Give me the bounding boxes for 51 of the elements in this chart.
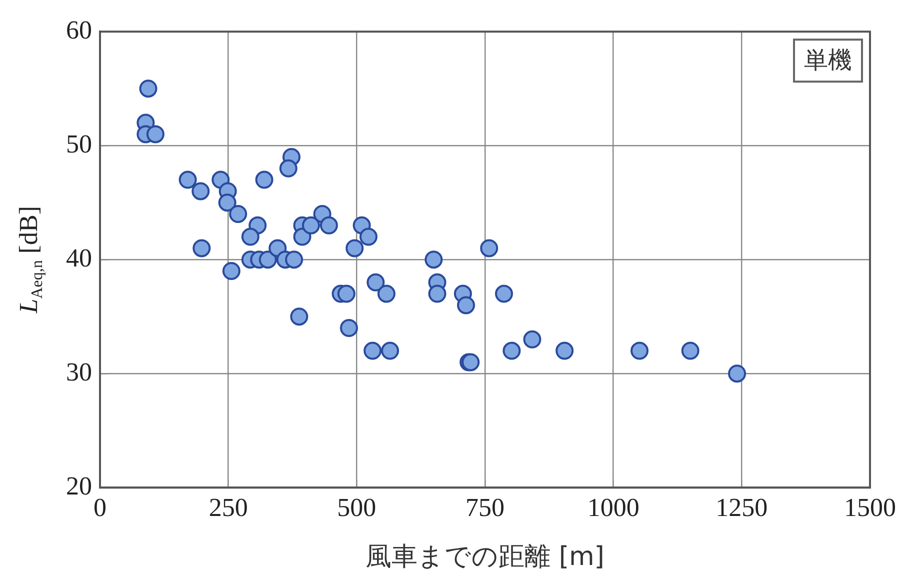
point xyxy=(377,284,396,303)
point xyxy=(424,250,443,269)
point xyxy=(285,250,304,269)
y-tick-label: 20 xyxy=(66,471,92,500)
point xyxy=(290,308,308,326)
y-tick-label: 40 xyxy=(66,243,92,272)
point xyxy=(178,170,197,189)
point xyxy=(258,250,277,269)
point xyxy=(255,170,274,189)
point xyxy=(556,342,574,360)
x-tick-label: 500 xyxy=(337,493,376,522)
point xyxy=(502,342,521,360)
point xyxy=(346,239,364,258)
point xyxy=(681,342,700,360)
y-tick-label: 60 xyxy=(66,15,92,44)
point xyxy=(340,319,358,337)
y-axis-title: LAeq,n [dB] xyxy=(14,206,46,314)
point xyxy=(293,228,312,246)
x-tick-label: 0 xyxy=(94,493,106,522)
point xyxy=(229,205,248,223)
point xyxy=(364,342,382,360)
point xyxy=(480,239,498,258)
x-tick-label: 750 xyxy=(466,493,504,522)
point xyxy=(728,364,746,383)
annotation: 単機 xyxy=(804,46,852,74)
point xyxy=(366,273,385,292)
point xyxy=(139,80,158,98)
point xyxy=(192,182,210,200)
point xyxy=(241,228,260,246)
point xyxy=(279,159,298,178)
point xyxy=(320,216,338,234)
point xyxy=(222,262,240,280)
point xyxy=(523,330,542,348)
point xyxy=(337,284,356,303)
x-tick-label: 1250 xyxy=(716,493,768,522)
point xyxy=(302,216,320,234)
y-tick-label: 50 xyxy=(66,129,92,158)
point xyxy=(218,194,236,212)
point xyxy=(146,125,164,144)
point xyxy=(630,342,649,360)
point xyxy=(192,239,211,258)
point xyxy=(494,284,513,303)
x-tick-label: 250 xyxy=(208,493,248,522)
x-axis-title: 風車までの距離 [m] xyxy=(366,542,604,572)
y-tick-label: 30 xyxy=(66,357,92,386)
x-tick-label: 1500 xyxy=(844,493,896,522)
point xyxy=(359,228,378,246)
point xyxy=(457,296,476,314)
point xyxy=(428,284,446,303)
x-tick-label: 1000 xyxy=(587,493,640,522)
point xyxy=(381,342,400,360)
